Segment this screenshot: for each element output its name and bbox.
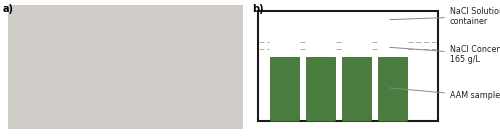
Text: NaCl Concentration:
165 g/L: NaCl Concentration: 165 g/L bbox=[390, 45, 500, 65]
Bar bbox=[306, 57, 335, 121]
Text: a): a) bbox=[2, 4, 14, 14]
Bar bbox=[258, 11, 438, 121]
Text: b): b) bbox=[252, 4, 264, 14]
Bar bbox=[270, 57, 299, 121]
Bar bbox=[378, 57, 407, 121]
Bar bbox=[342, 57, 371, 121]
Text: NaCl Solution
container: NaCl Solution container bbox=[390, 7, 500, 26]
Text: AAM samples: AAM samples bbox=[390, 88, 500, 100]
